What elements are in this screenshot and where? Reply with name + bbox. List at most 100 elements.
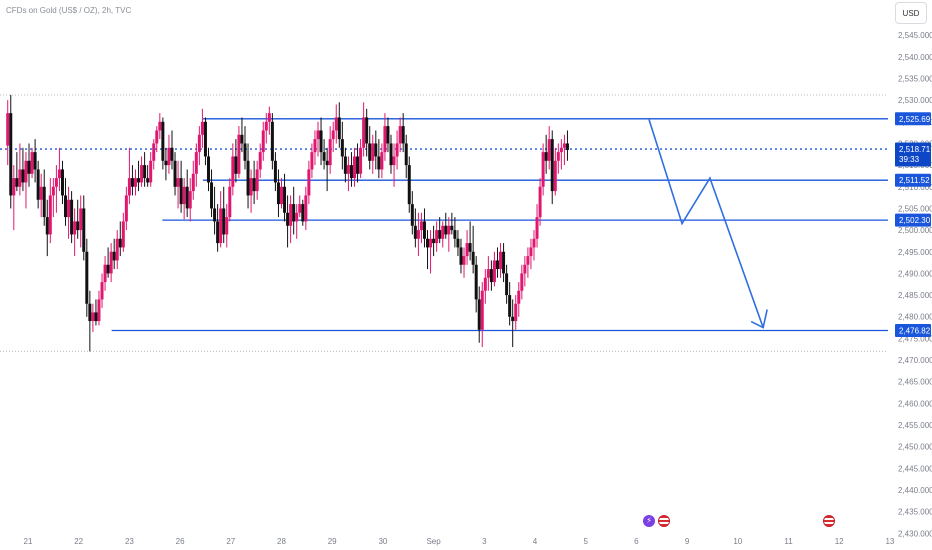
candle-body bbox=[410, 204, 414, 226]
candle-body bbox=[337, 117, 341, 140]
last-price-badge bbox=[895, 142, 931, 167]
candle-body bbox=[51, 186, 55, 196]
candle-body bbox=[459, 247, 463, 265]
projection-polyline bbox=[648, 119, 764, 328]
candle-body bbox=[179, 178, 183, 205]
candle-body bbox=[70, 199, 74, 235]
projection-arrowhead bbox=[750, 309, 768, 329]
candle-body bbox=[380, 152, 384, 170]
candle-body bbox=[112, 251, 116, 261]
x-tick-label: Sep bbox=[426, 537, 441, 546]
candle-body bbox=[252, 178, 256, 192]
candle-body bbox=[191, 173, 195, 192]
candle-body bbox=[547, 139, 551, 161]
candle-body bbox=[73, 221, 77, 235]
candle-body bbox=[386, 126, 390, 144]
candle-body bbox=[240, 134, 244, 144]
candle-body bbox=[115, 238, 119, 261]
candle-body bbox=[544, 152, 548, 161]
y-tick-label: 2,435.000 bbox=[898, 508, 932, 517]
candle-body bbox=[137, 178, 141, 183]
candle-body bbox=[371, 143, 375, 161]
candle-body bbox=[359, 147, 363, 174]
candle-body bbox=[468, 243, 472, 252]
candle-body bbox=[313, 139, 317, 153]
candle-body bbox=[362, 117, 366, 148]
candle-body bbox=[197, 134, 201, 153]
candle-body bbox=[264, 121, 268, 131]
candle-body bbox=[267, 113, 271, 122]
candle-body bbox=[133, 178, 137, 187]
y-tick-label: 2,510.000 bbox=[898, 183, 932, 192]
x-tick-label: 27 bbox=[226, 537, 235, 546]
level-price-badge bbox=[895, 213, 931, 227]
projection-path[interactable] bbox=[648, 119, 768, 329]
candle-body bbox=[383, 126, 387, 153]
us-flag-icon[interactable] bbox=[823, 515, 836, 527]
chart-title: CFDs on Gold (US$ / OZ), 2h, TVC bbox=[6, 6, 132, 15]
candle-body bbox=[54, 178, 58, 187]
candle-body bbox=[444, 225, 448, 235]
currency-button[interactable]: USD bbox=[895, 2, 927, 24]
candle-body bbox=[9, 113, 13, 196]
candle-body bbox=[532, 238, 536, 248]
y-tick-label: 2,535.000 bbox=[898, 74, 932, 83]
candle-body bbox=[237, 134, 241, 174]
candle-body bbox=[188, 191, 192, 209]
candle-body bbox=[502, 251, 506, 274]
candle-body bbox=[514, 303, 518, 322]
candle-body bbox=[170, 147, 174, 161]
candle-body bbox=[346, 165, 350, 174]
candle-body bbox=[6, 113, 10, 146]
candle-body bbox=[426, 238, 430, 248]
candle-body bbox=[477, 299, 481, 330]
candle-body bbox=[109, 251, 113, 274]
candle-body bbox=[471, 251, 475, 265]
candle-body bbox=[310, 152, 314, 170]
candle-body bbox=[404, 143, 408, 166]
candle-body bbox=[146, 178, 150, 183]
candle-body bbox=[203, 121, 207, 157]
candle-body bbox=[353, 156, 357, 179]
candle-body bbox=[401, 126, 405, 144]
candle-body bbox=[60, 169, 64, 196]
x-tick-label: 29 bbox=[328, 537, 337, 546]
candle-body bbox=[465, 243, 469, 257]
candle-body bbox=[273, 160, 277, 183]
candle-body bbox=[483, 277, 487, 291]
us-flag-icon[interactable] bbox=[658, 515, 671, 527]
y-tick-label: 2,540.000 bbox=[898, 53, 932, 62]
y-tick-label: 2,490.000 bbox=[898, 269, 932, 278]
candle-body bbox=[517, 290, 521, 304]
price-axis[interactable]: 2,430.000 2,435.000 2,440.000 2,445.000 2,45… bbox=[898, 31, 932, 538]
candle-body bbox=[389, 143, 393, 166]
candle-body bbox=[398, 126, 402, 144]
candle-body bbox=[289, 204, 293, 226]
candle-body bbox=[210, 182, 214, 209]
candle-body bbox=[334, 117, 338, 131]
candle-body bbox=[368, 143, 372, 161]
candle-body bbox=[328, 139, 332, 166]
candle-body bbox=[182, 186, 186, 205]
reference-lines bbox=[0, 94, 888, 352]
candle-body bbox=[304, 195, 308, 222]
horizontal-levels[interactable] bbox=[0, 118, 888, 332]
y-tick-label: 2,445.000 bbox=[898, 464, 932, 473]
candle-body bbox=[419, 221, 423, 231]
candle-body bbox=[76, 221, 80, 231]
lightning-icon[interactable]: ⚡ bbox=[643, 515, 656, 527]
candle-body bbox=[307, 169, 311, 196]
candle-body bbox=[298, 204, 302, 213]
candle-body bbox=[413, 225, 417, 239]
y-tick-label: 2,450.000 bbox=[898, 443, 932, 452]
time-axis[interactable]: 21 22 23 26 27 28 29 30 Sep 3 4 5 6 9 10 11 12 13 bbox=[24, 537, 895, 546]
candle-body bbox=[508, 295, 512, 317]
y-tick-label: 2,455.000 bbox=[898, 421, 932, 430]
x-tick-label: 4 bbox=[533, 537, 538, 546]
candle-body bbox=[295, 212, 299, 222]
candle-body bbox=[495, 260, 499, 270]
candle-body bbox=[538, 186, 542, 218]
candle-body bbox=[155, 130, 159, 144]
candle-body bbox=[21, 169, 25, 183]
